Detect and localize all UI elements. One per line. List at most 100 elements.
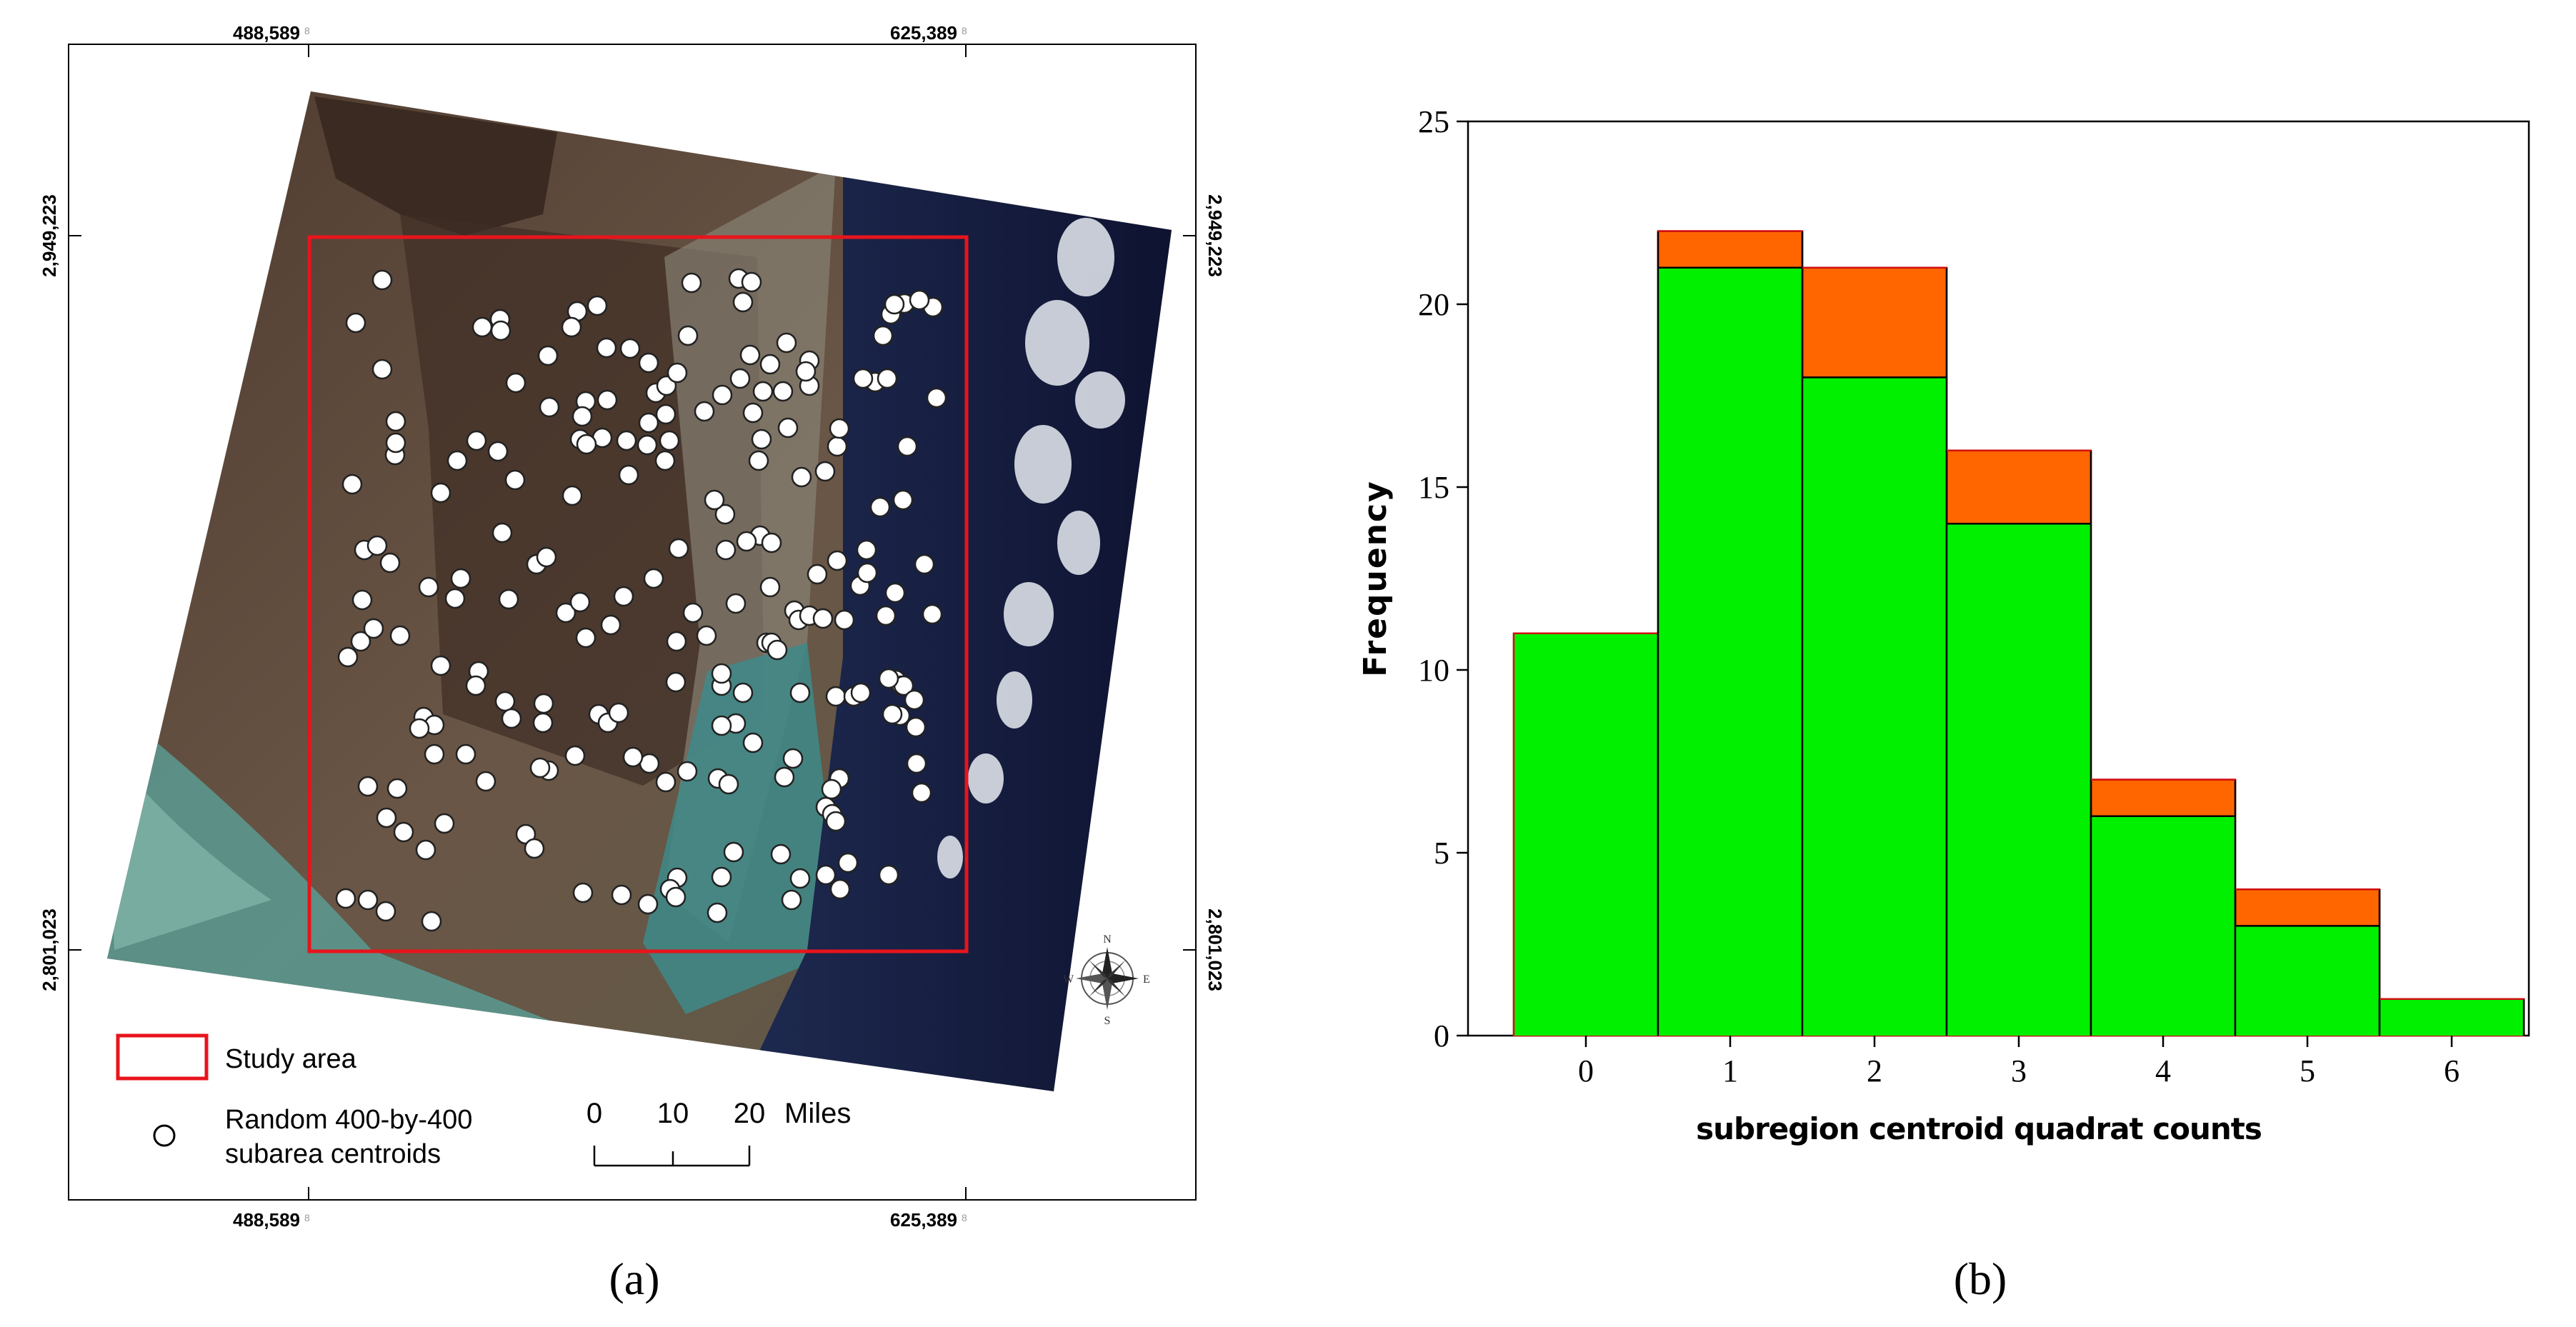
centroid-point: [430, 482, 451, 504]
centroid-point: [490, 320, 511, 341]
centroid-point: [618, 464, 639, 486]
centroid-point: [752, 381, 774, 402]
centroid-point: [655, 404, 677, 425]
x-axis-label: subregion centroid quadrat counts: [1696, 1111, 2262, 1146]
centroid-point: [491, 522, 513, 544]
centroid-point: [777, 417, 799, 439]
centroid-point: [575, 627, 596, 649]
centroid-point: [759, 576, 781, 598]
centroid-point: [371, 359, 393, 380]
x-tick-label: 6: [2444, 1053, 2460, 1088]
centroid-point: [742, 732, 764, 753]
centroid-point: [911, 782, 932, 803]
legend-study-area-swatch: [116, 1033, 209, 1081]
centroid-point: [608, 702, 629, 723]
centroid-point: [465, 675, 486, 696]
centroid-point: [536, 546, 557, 568]
map-frame-ticks: [69, 44, 1196, 1200]
compass-s: S: [1104, 1015, 1111, 1027]
centroid-point: [759, 354, 781, 375]
centroid-point: [385, 432, 406, 454]
centroid-point: [638, 412, 659, 434]
centroid-point: [677, 325, 699, 346]
y-tick-label: 25: [1418, 104, 1449, 139]
centroid-point: [742, 402, 764, 424]
coord-x-left-bottom: 488,589: [233, 1209, 300, 1231]
centroid-point: [711, 715, 732, 736]
y-tick-label: 15: [1418, 470, 1449, 505]
x-tick-label: 0: [1578, 1053, 1594, 1088]
centroid-point: [877, 368, 898, 389]
centroid-point: [770, 843, 792, 865]
x-tick-label: 1: [1722, 1053, 1738, 1088]
centroid-point: [681, 272, 702, 294]
centroid-point: [666, 631, 687, 652]
centroid-point: [494, 691, 516, 712]
centroid-point: [337, 646, 359, 668]
compass-w: W: [1063, 973, 1074, 986]
panel-a-label: (a): [609, 1253, 659, 1304]
centroid-point: [732, 291, 754, 313]
centroid-point: [638, 352, 659, 374]
study-area-rect: [307, 235, 969, 953]
centroid-point: [596, 389, 618, 411]
centroid-point: [409, 718, 430, 739]
centroid-points: [335, 268, 947, 932]
centroid-point: [682, 602, 704, 624]
legend-centroid-label-line2: subarea centroids: [225, 1139, 441, 1169]
centroid-point: [379, 552, 401, 574]
centroid-point: [875, 605, 897, 626]
centroid-point: [371, 269, 393, 291]
centroid-point: [418, 576, 439, 598]
centroid-point: [926, 387, 947, 409]
centroid-point: [852, 368, 874, 389]
centroid-point: [807, 564, 828, 585]
centroid-point: [905, 716, 927, 738]
centroid-point: [815, 864, 837, 886]
centroid-point: [636, 434, 658, 456]
centroid-point: [656, 375, 677, 396]
centroid-point: [529, 757, 551, 778]
legend-centroid-label-line1: Random 400-by-400: [225, 1105, 472, 1135]
centroid-point: [814, 461, 836, 482]
centroid-point: [619, 338, 641, 359]
centroid-point: [561, 316, 582, 338]
centroid-point: [616, 430, 637, 451]
coord-x-right-bottom-suffix: 8: [962, 1212, 967, 1223]
centroid-point: [884, 294, 905, 315]
centroid-point: [659, 430, 680, 451]
centroid-point: [872, 325, 894, 346]
y-axis-ticks: 0 5 10 15 20 25: [1418, 104, 1468, 1053]
centroid-point: [789, 868, 811, 889]
bar-green-5: [2235, 926, 2380, 1036]
centroid-point: [357, 889, 379, 911]
centroid-point: [741, 271, 762, 293]
centroid-point: [774, 766, 795, 788]
compass-rose-icon: N S E W: [1063, 933, 1150, 1027]
centroid-point: [487, 441, 509, 462]
centroid-point: [393, 821, 414, 843]
x-tick-label: 5: [2300, 1053, 2315, 1088]
centroid-point: [714, 504, 736, 525]
centroid-point: [739, 344, 761, 366]
centroid-point: [781, 889, 802, 911]
centroid-point: [613, 586, 634, 607]
centroid-point: [622, 746, 644, 768]
x-tick-label: 4: [2155, 1053, 2171, 1088]
centroid-point: [736, 531, 757, 552]
centroid-point: [882, 703, 903, 725]
y-tick-label: 10: [1418, 653, 1449, 688]
centroid-point: [415, 839, 436, 861]
y-tick-label: 20: [1418, 287, 1449, 322]
centroid-point: [922, 604, 943, 625]
centroid-point: [732, 682, 754, 703]
x-tick-label: 3: [2011, 1053, 2027, 1088]
centroid-point: [812, 608, 834, 629]
centroid-point: [715, 539, 737, 561]
coord-y-bottom-left: 2,801,023: [39, 908, 60, 991]
centroid-point: [834, 609, 855, 631]
centroid-point: [904, 689, 925, 711]
centroid-point: [434, 813, 455, 834]
centroid-point: [444, 588, 466, 609]
centroid-point: [897, 436, 918, 457]
